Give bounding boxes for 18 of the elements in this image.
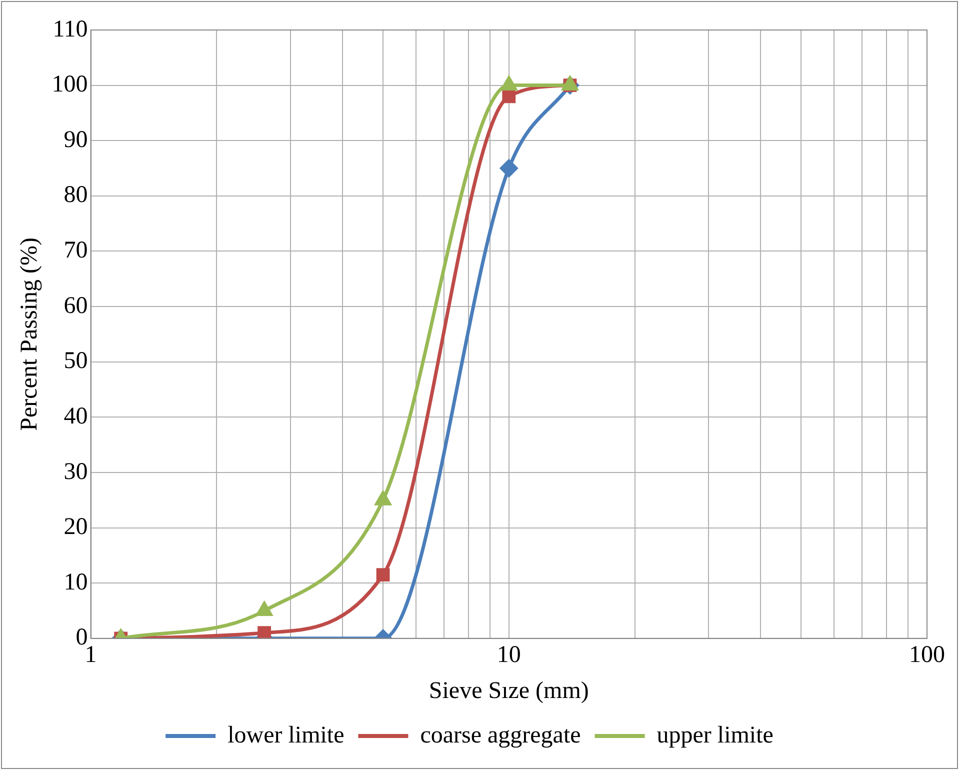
- y-tick-label: 50: [64, 348, 88, 374]
- legend-label: lower limite: [228, 722, 344, 748]
- x-tick-label: 10: [496, 642, 521, 668]
- y-tick-label: 100: [52, 72, 88, 98]
- y-tick-label: 40: [64, 403, 88, 430]
- y-tick-label: 70: [64, 238, 88, 264]
- y-tick-label: 10: [64, 569, 88, 596]
- y-tick-label: 90: [64, 126, 88, 153]
- y-axis-title: Percent Passing (%): [16, 238, 43, 431]
- y-tick-label: 110: [52, 16, 88, 42]
- legend-label: coarse aggregate: [420, 722, 581, 748]
- legend-label: upper limite: [656, 722, 774, 748]
- y-tick-label: 20: [64, 514, 88, 540]
- y-tick-label: 60: [64, 292, 88, 319]
- y-tick-label: 80: [64, 182, 88, 208]
- y-tick-label: 30: [64, 458, 88, 485]
- x-tick-label: 100: [909, 642, 945, 668]
- x-axis-title: Sieve Sıze (mm): [428, 678, 589, 704]
